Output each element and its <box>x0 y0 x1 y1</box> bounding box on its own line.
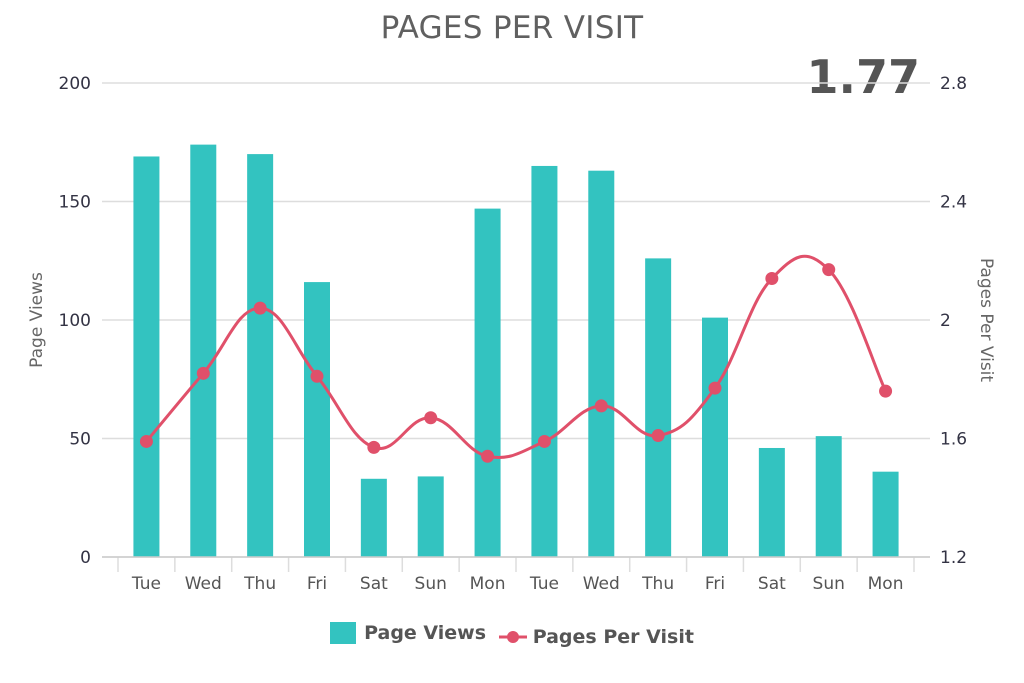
line-point[interactable] <box>310 369 324 383</box>
x-tick-label: Sun <box>813 574 845 594</box>
chart-title: PAGES PER VISIT <box>380 10 644 46</box>
x-tick-label: Thu <box>243 574 276 594</box>
legend-label: Page Views <box>364 622 487 644</box>
current-value-display: 1.77 <box>806 50 921 104</box>
x-tick-label: Fri <box>705 574 725 594</box>
page-views-bars <box>133 144 899 558</box>
bar[interactable] <box>247 154 274 557</box>
x-tick-label: Mon <box>470 574 506 594</box>
bar[interactable] <box>360 478 387 557</box>
x-tick-label: Thu <box>641 574 674 594</box>
bar[interactable] <box>133 156 160 557</box>
x-tick-label: Wed <box>185 574 222 594</box>
bar[interactable] <box>531 165 558 557</box>
bar[interactable] <box>645 258 672 557</box>
line-point[interactable] <box>537 434 551 448</box>
legend-item-page-views[interactable]: Page Views <box>330 622 486 644</box>
x-axis: Tue Wed Thu Fri Sat Sun Mon Tue Wed Thu Fri Sat Sun M… <box>102 556 930 594</box>
bar-swatch-icon <box>330 622 357 644</box>
x-tick-label: Wed <box>583 574 620 594</box>
line-point[interactable] <box>196 366 210 380</box>
line-point[interactable] <box>708 381 722 395</box>
line-point[interactable] <box>139 434 153 448</box>
legend-item-pages-per-visit[interactable]: Pages Per Visit <box>498 626 694 648</box>
chart-legend: Page Views Pages Per Visit <box>0 622 1024 649</box>
line-point[interactable] <box>651 429 665 443</box>
right-tick-label: 1.6 <box>940 430 967 450</box>
left-tick-label: 0 <box>80 548 91 568</box>
x-tick-label: Sun <box>415 574 447 594</box>
x-tick-label: Tue <box>131 574 161 594</box>
x-tick-label: Fri <box>307 574 327 594</box>
grid-lines <box>102 82 930 558</box>
bar[interactable] <box>474 208 501 558</box>
left-tick-label: 100 <box>59 311 91 331</box>
left-tick-label: 200 <box>59 74 91 94</box>
right-axis-title: Pages Per Visit <box>976 258 996 382</box>
right-tick-label: 2.4 <box>940 193 967 213</box>
right-y-axis: 1.2 1.6 2 2.4 2.8 <box>940 74 967 568</box>
line-point[interactable] <box>367 440 381 454</box>
x-tick-label: Tue <box>529 574 559 594</box>
pages-per-visit-line <box>139 254 893 463</box>
bar[interactable] <box>304 282 330 557</box>
x-tick-label: Sat <box>360 574 388 594</box>
right-tick-label: 1.2 <box>940 548 967 568</box>
line-point[interactable] <box>822 263 836 277</box>
right-tick-label: 2.8 <box>940 74 967 94</box>
left-y-axis: 0 50 100 150 200 <box>59 74 91 568</box>
bar[interactable] <box>872 471 899 557</box>
bar[interactable] <box>417 476 444 557</box>
legend-label: Pages Per Visit <box>532 626 694 648</box>
line-marker-icon <box>498 631 527 643</box>
line-point[interactable] <box>424 411 438 425</box>
bar[interactable] <box>702 317 728 557</box>
bar[interactable] <box>588 170 615 557</box>
line-point[interactable] <box>594 399 608 413</box>
line-point[interactable] <box>253 301 267 315</box>
line-point[interactable] <box>765 272 779 286</box>
right-tick-label: 2 <box>940 311 951 331</box>
x-tick-label: Sat <box>758 574 786 594</box>
bar[interactable] <box>815 436 842 557</box>
bar[interactable] <box>758 447 785 557</box>
bar[interactable] <box>190 144 217 557</box>
x-tick-label: Mon <box>868 574 904 594</box>
left-tick-label: 50 <box>69 430 91 450</box>
left-axis-title: Page Views <box>27 272 47 368</box>
left-tick-label: 150 <box>59 193 91 213</box>
line-point[interactable] <box>879 384 893 398</box>
line-point[interactable] <box>481 449 495 463</box>
